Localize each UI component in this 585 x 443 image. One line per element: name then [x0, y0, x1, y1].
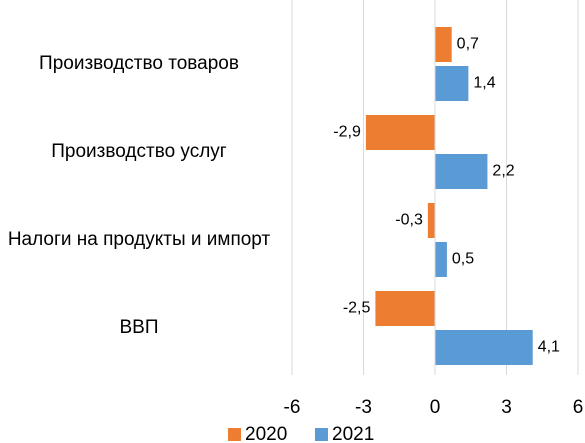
legend-swatch — [228, 428, 241, 441]
legend-label: 2021 — [332, 424, 374, 443]
category-label: ВВП — [119, 317, 159, 338]
data-label: 1,4 — [473, 75, 495, 92]
data-label: 0,7 — [457, 36, 479, 53]
bar — [435, 242, 447, 277]
bar — [427, 203, 435, 238]
data-label: 2,2 — [492, 163, 514, 180]
x-tick-label: 3 — [501, 397, 512, 418]
legend-label: 2020 — [245, 424, 287, 443]
bar — [435, 27, 452, 62]
x-tick-label: 6 — [573, 397, 584, 418]
data-label: 0,5 — [452, 251, 474, 268]
category-label: Производство услуг — [51, 141, 227, 162]
x-tick-label: 0 — [430, 397, 441, 418]
bar — [365, 115, 435, 150]
x-tick-label: -6 — [284, 397, 301, 418]
bar — [435, 330, 533, 365]
data-label: -2,5 — [343, 300, 371, 317]
category-label: Производство товаров — [39, 53, 239, 74]
x-tick-label: -3 — [355, 397, 372, 418]
category-label: Налоги на продукты и импорт — [7, 229, 271, 250]
bar — [375, 291, 435, 326]
data-label: -0,3 — [395, 212, 423, 229]
bar — [435, 66, 469, 101]
data-label: -2,9 — [333, 124, 361, 141]
data-label: 4,1 — [538, 339, 560, 356]
bar — [435, 154, 488, 189]
legend-swatch — [315, 428, 328, 441]
